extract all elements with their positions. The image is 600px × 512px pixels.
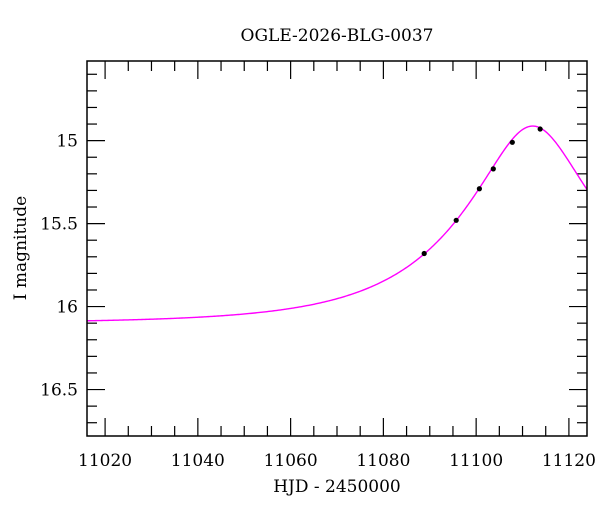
x-tick-label: 11120 [542,451,596,471]
y-tick-label: 15.5 [40,215,78,235]
plot-frame [86,60,588,437]
plot-area [86,60,588,437]
y-tick-label: 16.5 [40,381,78,401]
data-point [509,139,515,145]
data-point [476,186,482,192]
model-curve [86,125,588,322]
model-curve-line [86,125,588,322]
data-point [421,250,427,257]
y-tick-label: 15 [56,132,78,152]
data-points [421,126,543,257]
x-tick-label: 11080 [356,451,410,471]
y-tick-label: 16 [56,298,78,318]
chart-title: OGLE-2026-BLG-0037 [241,26,434,46]
x-tick-label: 11060 [264,451,318,471]
data-point [453,217,459,223]
x-axis-label: HJD - 2450000 [273,477,401,497]
x-tick-label: 11040 [171,451,225,471]
data-point [490,166,496,172]
x-tick-label: 11020 [78,451,132,471]
axis-ticks [87,61,587,436]
y-tick-labels: 15 15.5 16 16.5 [40,132,78,401]
x-tick-labels: 11020 11040 11060 11080 11100 11120 [78,451,596,471]
data-point [537,126,543,132]
y-axis-label: I magnitude [11,196,31,300]
x-tick-label: 11100 [449,451,503,471]
